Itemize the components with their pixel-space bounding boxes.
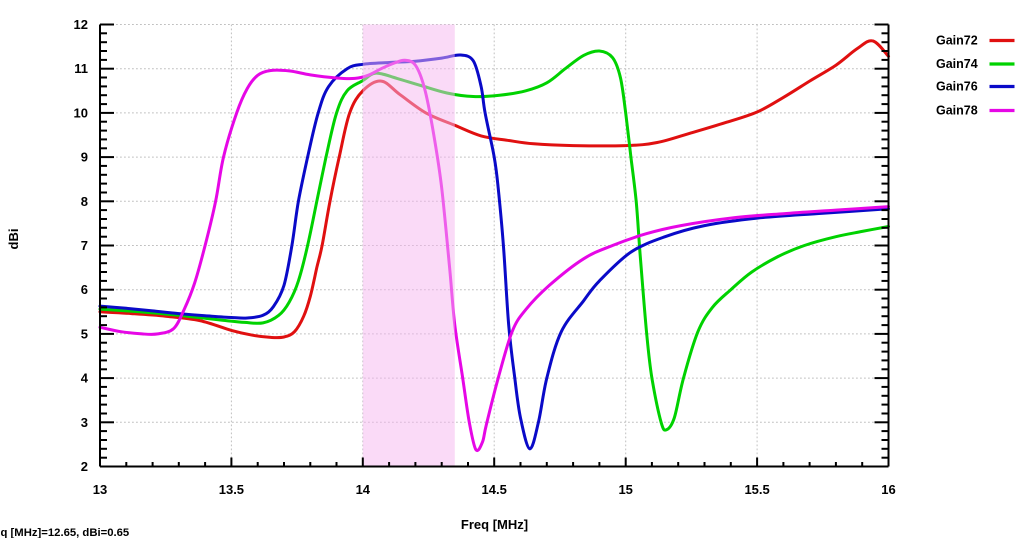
svg-text:9: 9 bbox=[81, 150, 88, 165]
svg-text:10: 10 bbox=[74, 105, 88, 120]
svg-text:Gain74: Gain74 bbox=[936, 57, 978, 71]
svg-text:Freq [MHz]: Freq [MHz] bbox=[461, 517, 528, 532]
svg-text:7: 7 bbox=[81, 238, 88, 253]
svg-text:Gain72: Gain72 bbox=[936, 34, 978, 48]
svg-text:3: 3 bbox=[81, 415, 88, 430]
svg-text:13: 13 bbox=[93, 482, 107, 497]
svg-text:16: 16 bbox=[881, 482, 895, 497]
svg-text:14: 14 bbox=[356, 482, 371, 497]
svg-text:q [MHz]=12.65, dBi=0.65: q [MHz]=12.65, dBi=0.65 bbox=[1, 527, 130, 538]
svg-text:Gain76: Gain76 bbox=[936, 80, 978, 94]
svg-text:dBi: dBi bbox=[6, 229, 21, 250]
svg-text:4: 4 bbox=[81, 371, 89, 386]
svg-text:8: 8 bbox=[81, 194, 88, 209]
svg-text:2: 2 bbox=[81, 459, 88, 474]
svg-text:14.5: 14.5 bbox=[482, 482, 507, 497]
svg-text:11: 11 bbox=[74, 61, 88, 76]
svg-text:15: 15 bbox=[618, 482, 632, 497]
svg-text:5: 5 bbox=[81, 326, 88, 341]
svg-text:15.5: 15.5 bbox=[744, 482, 769, 497]
svg-text:Gain78: Gain78 bbox=[936, 104, 978, 118]
svg-text:13.5: 13.5 bbox=[219, 482, 244, 497]
svg-text:12: 12 bbox=[74, 17, 88, 32]
svg-text:6: 6 bbox=[81, 282, 88, 297]
